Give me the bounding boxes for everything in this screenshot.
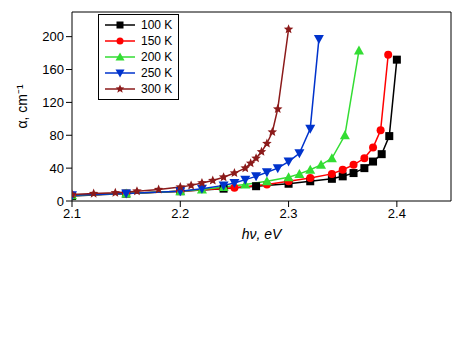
- html-text:100 K: 100 K: [141, 18, 173, 32]
- svg-text:hν, eV: hν, eV: [242, 226, 283, 242]
- svg-text:200: 200: [42, 29, 64, 44]
- svg-text:40: 40: [50, 161, 64, 176]
- html-text:300 K: 300 K: [141, 82, 173, 96]
- svg-text:160: 160: [42, 62, 64, 77]
- html-text:200 K: 200 K: [141, 50, 173, 64]
- svg-text:120: 120: [42, 95, 64, 110]
- svg-text:α, cm⁻¹: α, cm⁻¹: [14, 84, 30, 129]
- svg-text:2.1: 2.1: [63, 206, 81, 221]
- svg-text:80: 80: [50, 128, 64, 143]
- html-text:250 K: 250 K: [141, 66, 173, 80]
- svg-text:2.4: 2.4: [388, 206, 406, 221]
- svg-text:2.2: 2.2: [171, 206, 189, 221]
- svg-text:2.3: 2.3: [280, 206, 298, 221]
- html-text:150 K: 150 K: [141, 34, 173, 48]
- svg-text:0: 0: [57, 194, 64, 209]
